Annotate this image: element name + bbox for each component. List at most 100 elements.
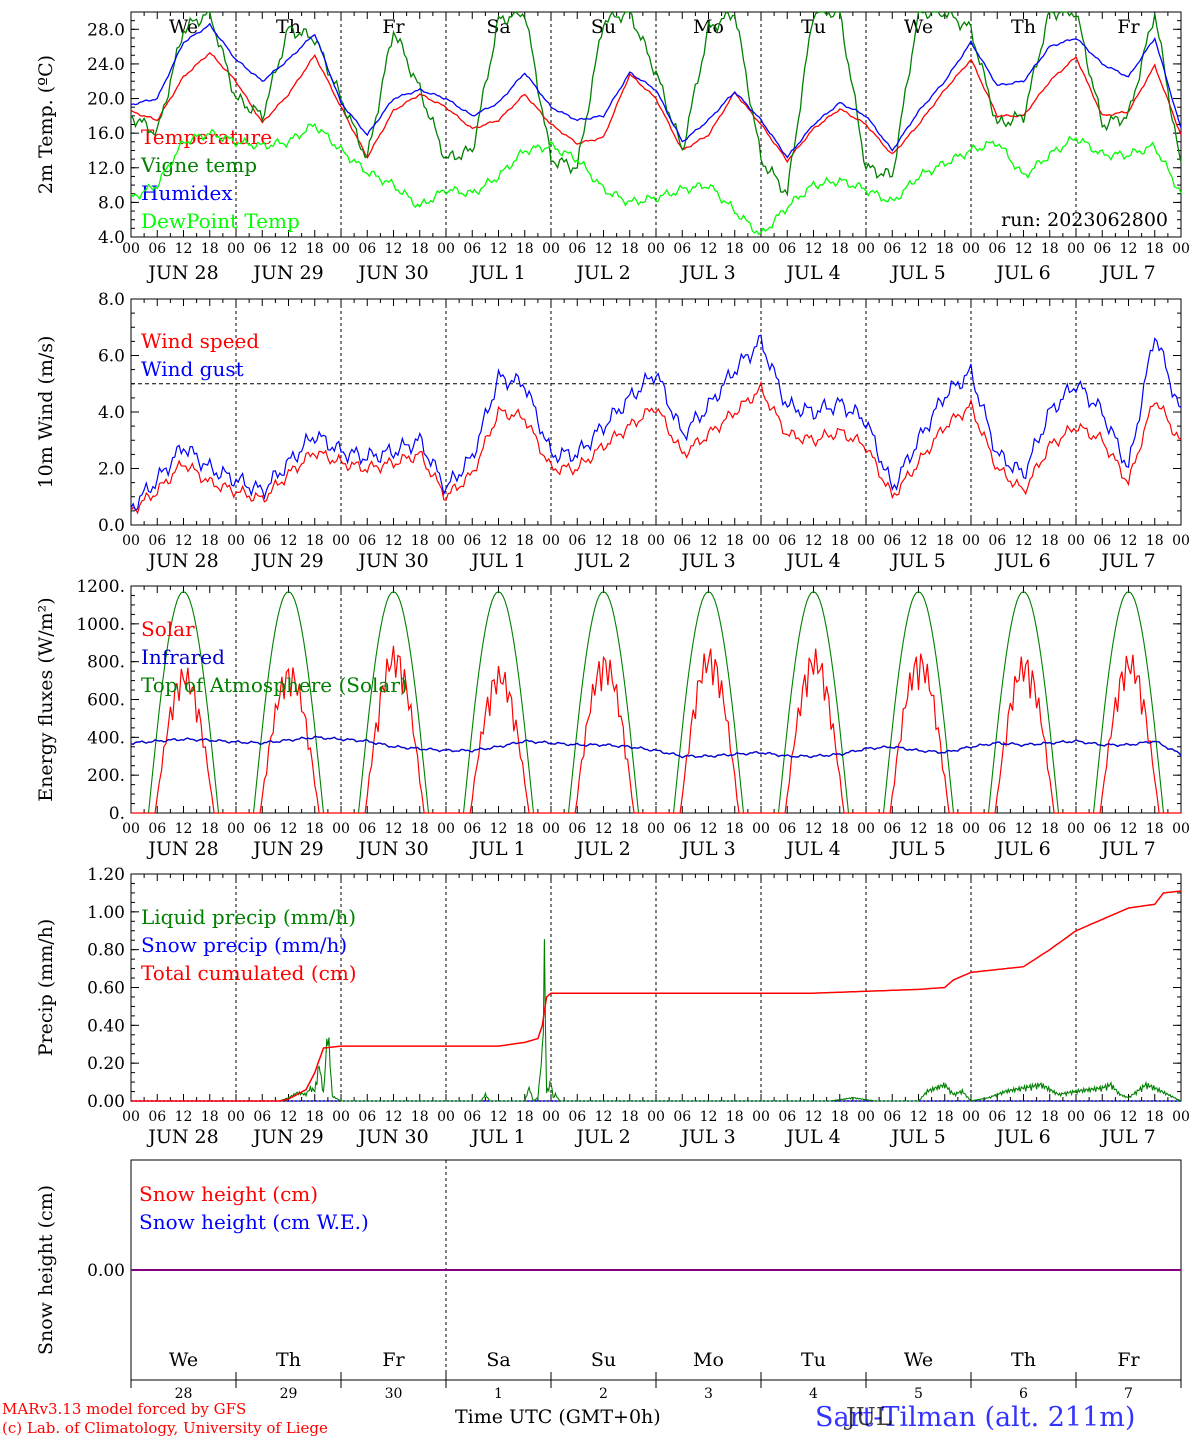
date-label: JUN 30: [356, 838, 428, 860]
hour-tick-label: 00: [647, 533, 665, 549]
date-label: JUL 3: [679, 1126, 735, 1148]
date-label: JUL 3: [679, 838, 735, 860]
hour-tick-label: 12: [805, 821, 823, 837]
hour-tick-label: 06: [253, 821, 271, 837]
hour-tick-label: 12: [1015, 821, 1033, 837]
hour-tick-label: 00: [1067, 821, 1085, 837]
hour-tick-label: 18: [516, 1109, 534, 1125]
hour-tick-label: 00: [542, 533, 560, 549]
day-number-label: 7: [1124, 1386, 1133, 1402]
hour-tick-label: 06: [253, 1109, 271, 1125]
hour-tick-label: 00: [962, 533, 980, 549]
hour-tick-label: 12: [490, 1109, 508, 1125]
weekday-label: Fr: [382, 16, 405, 38]
hour-tick-label: 18: [411, 1109, 429, 1125]
hour-tick-label: 06: [673, 1109, 691, 1125]
hour-tick-label: 00: [1067, 533, 1085, 549]
weekday-label-bottom: Fr: [1117, 1349, 1140, 1371]
y-axis-title: Precip (mm/h): [35, 919, 57, 1057]
hour-tick-label: 06: [358, 1109, 376, 1125]
hour-tick-label: 06: [253, 241, 271, 257]
hour-tick-label: 18: [201, 1109, 219, 1125]
hour-tick-label: 12: [175, 1109, 193, 1125]
hour-tick-label: 18: [201, 241, 219, 257]
legend-top-of-atmosphere-solar-: Top of Atmosphere (Solar): [141, 673, 408, 697]
hour-tick-label: 18: [1146, 821, 1164, 837]
day-number-label: 5: [914, 1386, 923, 1402]
series-liquid-precip-line: [131, 939, 1182, 1102]
hour-tick-label: 18: [306, 1109, 324, 1125]
hour-tick-label: 06: [1093, 241, 1111, 257]
y-tick-label: 4.0: [98, 403, 125, 423]
hour-tick-label: 00: [647, 821, 665, 837]
weekday-label: We: [169, 16, 198, 38]
date-label: JUN 28: [146, 838, 218, 860]
hour-tick-label: 06: [568, 533, 586, 549]
y-tick-label: 0.0: [98, 516, 125, 536]
day-number-label: 4: [809, 1386, 818, 1402]
day-number-label: 6: [1019, 1386, 1028, 1402]
day-number-label: 28: [175, 1386, 193, 1402]
hour-tick-label: 06: [148, 241, 166, 257]
weekday-label-bottom: We: [169, 1349, 198, 1371]
legend-wind-speed: Wind speed: [141, 329, 259, 353]
date-label: JUL 1: [469, 262, 525, 284]
hour-tick-label: 00: [857, 1109, 875, 1125]
hour-tick-label: 00: [647, 241, 665, 257]
date-label: JUL 4: [784, 550, 840, 572]
hour-tick-label: 00: [122, 821, 140, 837]
hour-tick-label: 12: [1120, 1109, 1138, 1125]
hour-tick-label: 06: [778, 533, 796, 549]
hour-tick-label: 18: [1146, 241, 1164, 257]
date-label: JUL 2: [574, 262, 630, 284]
date-label: JUL 3: [679, 550, 735, 572]
y-tick-label: 600.: [87, 691, 125, 711]
hour-tick-label: 06: [988, 533, 1006, 549]
hour-tick-label: 12: [910, 533, 928, 549]
series-wind-speed-line: [130, 380, 1182, 515]
hour-tick-label: 00: [962, 1109, 980, 1125]
hour-tick-label: 12: [595, 1109, 613, 1125]
legend-dewpoint-temp: DewPoint Temp: [141, 209, 300, 233]
date-label: JUN 30: [356, 550, 428, 572]
hour-tick-label: 18: [831, 1109, 849, 1125]
hour-tick-label: 06: [463, 533, 481, 549]
y-tick-label: 24.0: [87, 55, 125, 75]
hour-tick-label: 12: [910, 1109, 928, 1125]
hour-tick-label: 06: [673, 821, 691, 837]
date-label: JUL 6: [994, 262, 1050, 284]
legend-infrared: Infrared: [141, 645, 225, 669]
hour-tick-label: 12: [490, 241, 508, 257]
hour-tick-label: 06: [673, 241, 691, 257]
date-label: JUL 7: [1099, 262, 1155, 284]
weekday-label-bottom: Th: [1011, 1349, 1036, 1371]
y-axis-title: Snow height (cm): [35, 1185, 57, 1355]
hour-tick-label: 12: [805, 241, 823, 257]
weekday-label: Th: [1011, 16, 1036, 38]
station-overlap-text: JUL: [846, 1403, 892, 1431]
date-label: JUN 29: [251, 1126, 323, 1148]
x-axis-title: Time UTC (GMT+0h): [455, 1406, 661, 1428]
date-label: JUL 1: [469, 1126, 525, 1148]
series-total-cumulated-line: [131, 890, 1182, 1102]
weekday-label: Tu: [801, 16, 826, 38]
hour-tick-label: 18: [936, 821, 954, 837]
date-label: JUN 28: [146, 550, 218, 572]
date-label: JUL 4: [784, 1126, 840, 1148]
hour-tick-label: 06: [148, 821, 166, 837]
y-axis-title: 10m Wind (m/s): [35, 336, 57, 489]
hour-tick-label: 00: [1067, 241, 1085, 257]
hour-tick-label: 00: [437, 821, 455, 837]
y-tick-label: 200.: [87, 766, 125, 786]
date-label: JUL 1: [469, 550, 525, 572]
hour-tick-label: 18: [1041, 1109, 1059, 1125]
y-tick-label: 0.20: [87, 1054, 125, 1074]
hour-tick-label: 00: [227, 821, 245, 837]
hour-tick-label: 06: [568, 1109, 586, 1125]
date-label: JUL 4: [784, 262, 840, 284]
y-tick-label: 8.0: [98, 193, 125, 213]
y-tick-label: 1.20: [87, 865, 125, 885]
hour-tick-label: 18: [726, 241, 744, 257]
y-tick-label: 0.00: [87, 1092, 125, 1112]
hour-tick-label: 00: [332, 533, 350, 549]
